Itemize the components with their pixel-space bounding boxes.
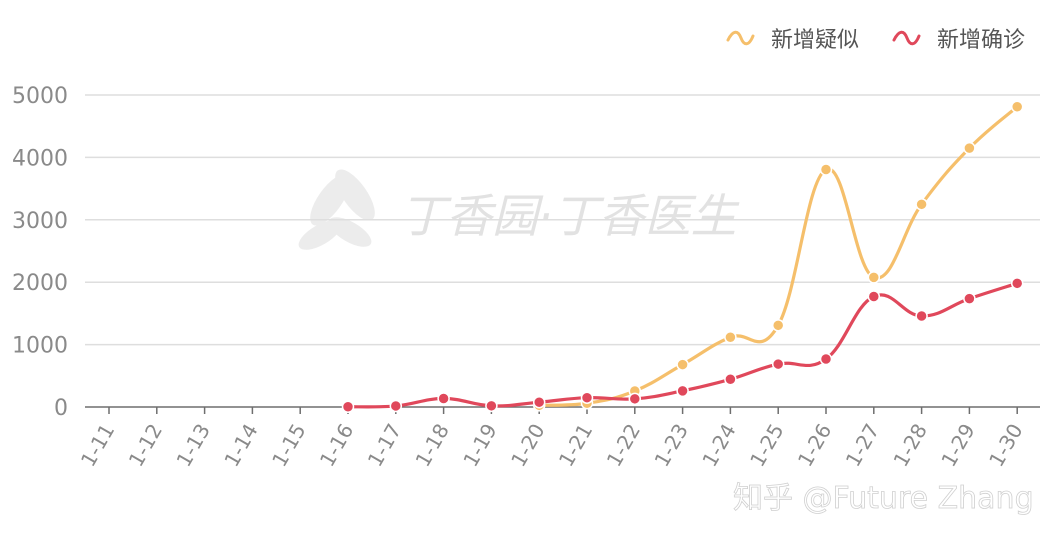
- credit-text: 知乎 @Future Zhang: [733, 481, 1034, 516]
- data-point-suspected[interactable]: [867, 271, 881, 284]
- x-tick-label: 1-13: [171, 420, 214, 471]
- x-tick-label: 1-11: [76, 420, 119, 471]
- data-point-confirmed[interactable]: [437, 392, 450, 405]
- data-point-suspected[interactable]: [963, 141, 976, 155]
- data-point-confirmed[interactable]: [485, 399, 498, 413]
- x-tick-label: 1-20: [506, 420, 549, 471]
- data-point-confirmed[interactable]: [532, 395, 546, 409]
- y-tick-label: 1000: [12, 334, 68, 359]
- x-tick-label: 1-19: [458, 420, 501, 471]
- data-point-confirmed[interactable]: [915, 309, 928, 323]
- data-point-suspected[interactable]: [915, 198, 928, 211]
- x-tick-label: 1-17: [363, 420, 406, 471]
- series-group: [341, 100, 1024, 414]
- data-point-confirmed[interactable]: [1010, 277, 1024, 290]
- legend-item-confirmed[interactable]: 新增确诊: [892, 28, 1025, 53]
- y-tick-label: 4000: [12, 146, 68, 171]
- data-point-suspected[interactable]: [1010, 100, 1024, 113]
- data-point-confirmed[interactable]: [676, 384, 689, 398]
- legend-label-confirmed: 新增确诊: [937, 28, 1025, 53]
- leaf-icon: [298, 169, 375, 250]
- y-tick-label: 0: [54, 396, 68, 421]
- legend-swatch-confirmed: [892, 30, 921, 46]
- x-tick-label: 1-26: [793, 420, 836, 471]
- y-tick-label: 3000: [12, 209, 68, 234]
- x-tick-label: 1-21: [554, 420, 597, 471]
- x-tick-label: 1-14: [219, 420, 262, 471]
- x-tick-label: 1-24: [697, 420, 740, 471]
- data-point-suspected[interactable]: [771, 319, 785, 332]
- data-point-suspected[interactable]: [724, 330, 737, 344]
- series-confirmed: [341, 277, 1024, 414]
- x-tick-label: 1-27: [841, 420, 884, 471]
- data-point-confirmed[interactable]: [341, 400, 355, 414]
- data-point-confirmed[interactable]: [389, 399, 403, 413]
- watermark: 丁香园·丁香医生: [298, 169, 740, 250]
- data-point-confirmed[interactable]: [819, 352, 833, 366]
- x-tick-label: 1-29: [936, 420, 979, 471]
- watermark-text: 丁香园·丁香医生: [400, 189, 740, 243]
- data-point-confirmed[interactable]: [867, 290, 881, 303]
- series-suspected: [532, 100, 1024, 412]
- data-point-confirmed[interactable]: [724, 373, 737, 386]
- data-point-confirmed[interactable]: [580, 391, 594, 404]
- data-point-confirmed[interactable]: [771, 357, 785, 371]
- x-tick-label: 1-30: [984, 419, 1027, 470]
- legend: 新增疑似 新增确诊: [726, 28, 1025, 53]
- x-tick-label: 1-22: [602, 420, 645, 471]
- x-tick-label: 1-25: [745, 420, 788, 471]
- x-tick-label: 1-28: [888, 420, 931, 471]
- data-point-confirmed[interactable]: [628, 392, 642, 406]
- y-tick-label: 5000: [12, 84, 68, 109]
- grid: [85, 94, 1040, 346]
- legend-label-suspected: 新增疑似: [771, 28, 859, 53]
- x-tick-label: 1-23: [649, 420, 692, 471]
- data-point-suspected[interactable]: [819, 163, 833, 176]
- x-tick-label: 1-16: [315, 420, 358, 471]
- legend-item-suspected[interactable]: 新增疑似: [726, 28, 859, 53]
- y-axis: 0 1000 2000 3000 4000 5000: [12, 84, 68, 421]
- x-tick-label: 1-15: [267, 420, 310, 471]
- data-point-suspected[interactable]: [676, 358, 689, 371]
- x-tick-label: 1-18: [410, 420, 453, 471]
- x-axis: 1-11 1-12 1-13 1-14 1-15 1-16 1-17 1-18 1-19 1-20…: [76, 406, 1040, 471]
- data-point-confirmed[interactable]: [963, 292, 976, 305]
- y-tick-label: 2000: [12, 271, 68, 296]
- x-tick-label: 1-12: [124, 420, 167, 471]
- legend-swatch-suspected: [726, 30, 755, 46]
